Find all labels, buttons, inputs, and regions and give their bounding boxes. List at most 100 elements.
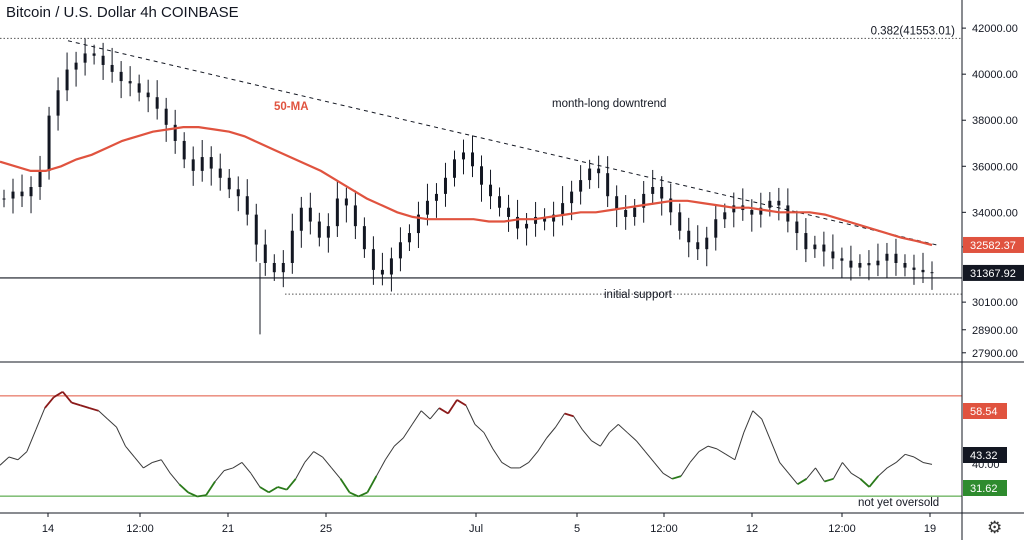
candle-body <box>56 90 60 116</box>
rsi-segment <box>618 424 628 433</box>
ma-line <box>0 125 933 247</box>
candle-body <box>92 53 96 56</box>
candle-body <box>588 168 592 181</box>
rsi-segment <box>349 491 359 498</box>
rsi-segment <box>286 478 297 491</box>
rsi-segment <box>89 407 99 412</box>
ma-label: 50-MA <box>274 101 309 113</box>
candle-body <box>173 124 177 141</box>
rsi-segment <box>143 462 153 469</box>
rsi-segment <box>859 478 870 488</box>
rsi-segment <box>832 462 843 480</box>
candle-body <box>813 244 817 250</box>
rsi-segment <box>725 453 736 461</box>
rsi-segment <box>537 437 548 452</box>
rsi-segment <box>8 456 19 461</box>
candle-body <box>678 212 682 231</box>
ma-price-tag: 32582.37 <box>970 240 1016 252</box>
candle-body <box>912 267 916 270</box>
rsi-segment <box>134 456 144 469</box>
rsi-segment <box>160 459 171 474</box>
support-label: initial support <box>604 289 673 301</box>
candle-body <box>876 260 880 266</box>
candle-body <box>480 166 484 185</box>
rsi-lower-tag-bg <box>963 480 1007 496</box>
rsi-segment <box>0 456 10 466</box>
rsi-segment <box>197 494 207 498</box>
candle-body <box>425 200 429 215</box>
candle-body <box>83 53 87 63</box>
rsi-segment <box>868 475 879 488</box>
candle-body <box>128 81 132 84</box>
price-tick-label: 27900.00 <box>972 348 1018 360</box>
rsi-segment <box>877 467 888 477</box>
rsi-segment <box>635 440 646 452</box>
rsi-segment <box>492 448 503 463</box>
rsi-segment <box>841 462 852 474</box>
candle-body <box>227 177 231 190</box>
rsi-segment <box>402 424 413 439</box>
rsi-segment <box>429 407 440 420</box>
candle-body <box>921 269 925 273</box>
rsi-segment <box>573 415 583 431</box>
candle-body <box>714 219 718 238</box>
rsi-segment <box>331 467 341 480</box>
time-tick-label: 25 <box>320 523 332 535</box>
price-pane[interactable]: 0.382(41553.01) initial support month-long… <box>0 25 962 335</box>
candle-body <box>2 198 6 200</box>
rsi-segment <box>895 453 906 463</box>
candle-body <box>552 214 556 222</box>
candle-body <box>777 200 781 206</box>
rsi-segment <box>680 462 691 477</box>
gear-icon[interactable]: ⚙ <box>987 518 1003 537</box>
price-tick-label: 38000.00 <box>972 115 1018 127</box>
rsi-segment <box>393 437 404 447</box>
candle-body <box>272 262 276 273</box>
time-tick-label: 12:00 <box>828 523 856 535</box>
rsi-upper-tag: 58.54 <box>970 406 998 418</box>
candle-body <box>11 191 15 199</box>
candle-body <box>362 226 366 250</box>
candle-body <box>534 216 538 224</box>
rsi-segment <box>116 426 126 447</box>
time-tick-label: 12 <box>746 523 758 535</box>
candle-body <box>579 180 583 192</box>
candle-body <box>164 108 168 125</box>
candle-body <box>137 83 141 93</box>
candle-body <box>498 196 502 208</box>
rsi-segment <box>779 462 790 474</box>
candle-body <box>461 152 465 160</box>
candle-body <box>389 258 393 275</box>
rsi-segment <box>716 448 727 455</box>
rsi-segment <box>904 453 915 458</box>
candle-body <box>254 214 258 245</box>
candle-body <box>831 251 835 259</box>
downtrend-label: month-long downtrend <box>552 98 666 110</box>
candle-body <box>290 230 294 263</box>
candle-body <box>570 191 574 204</box>
rsi-segment <box>17 451 28 461</box>
rsi-pane[interactable]: not yet oversold <box>0 390 962 509</box>
candle-body <box>236 189 240 197</box>
rsi-segment <box>886 462 897 469</box>
rsi-segment <box>277 486 288 491</box>
candle-body <box>326 226 330 238</box>
rsi-segment <box>384 445 395 461</box>
candle-body <box>768 200 772 208</box>
candle-body <box>200 157 204 171</box>
last-price-tag: 31367.92 <box>970 268 1016 280</box>
candle-body <box>218 168 222 178</box>
fib-level-label: 0.382(41553.01) <box>871 25 956 37</box>
candle-body <box>561 203 565 215</box>
time-tick-label: 5 <box>574 523 580 535</box>
candle-body <box>525 223 529 229</box>
rsi-segment <box>44 396 55 409</box>
rsi-segment <box>62 391 73 404</box>
time-tick-label: 21 <box>222 523 234 535</box>
rsi-segment <box>313 451 323 458</box>
rsi-segment <box>922 461 933 465</box>
price-tick-label: 34000.00 <box>972 207 1018 219</box>
